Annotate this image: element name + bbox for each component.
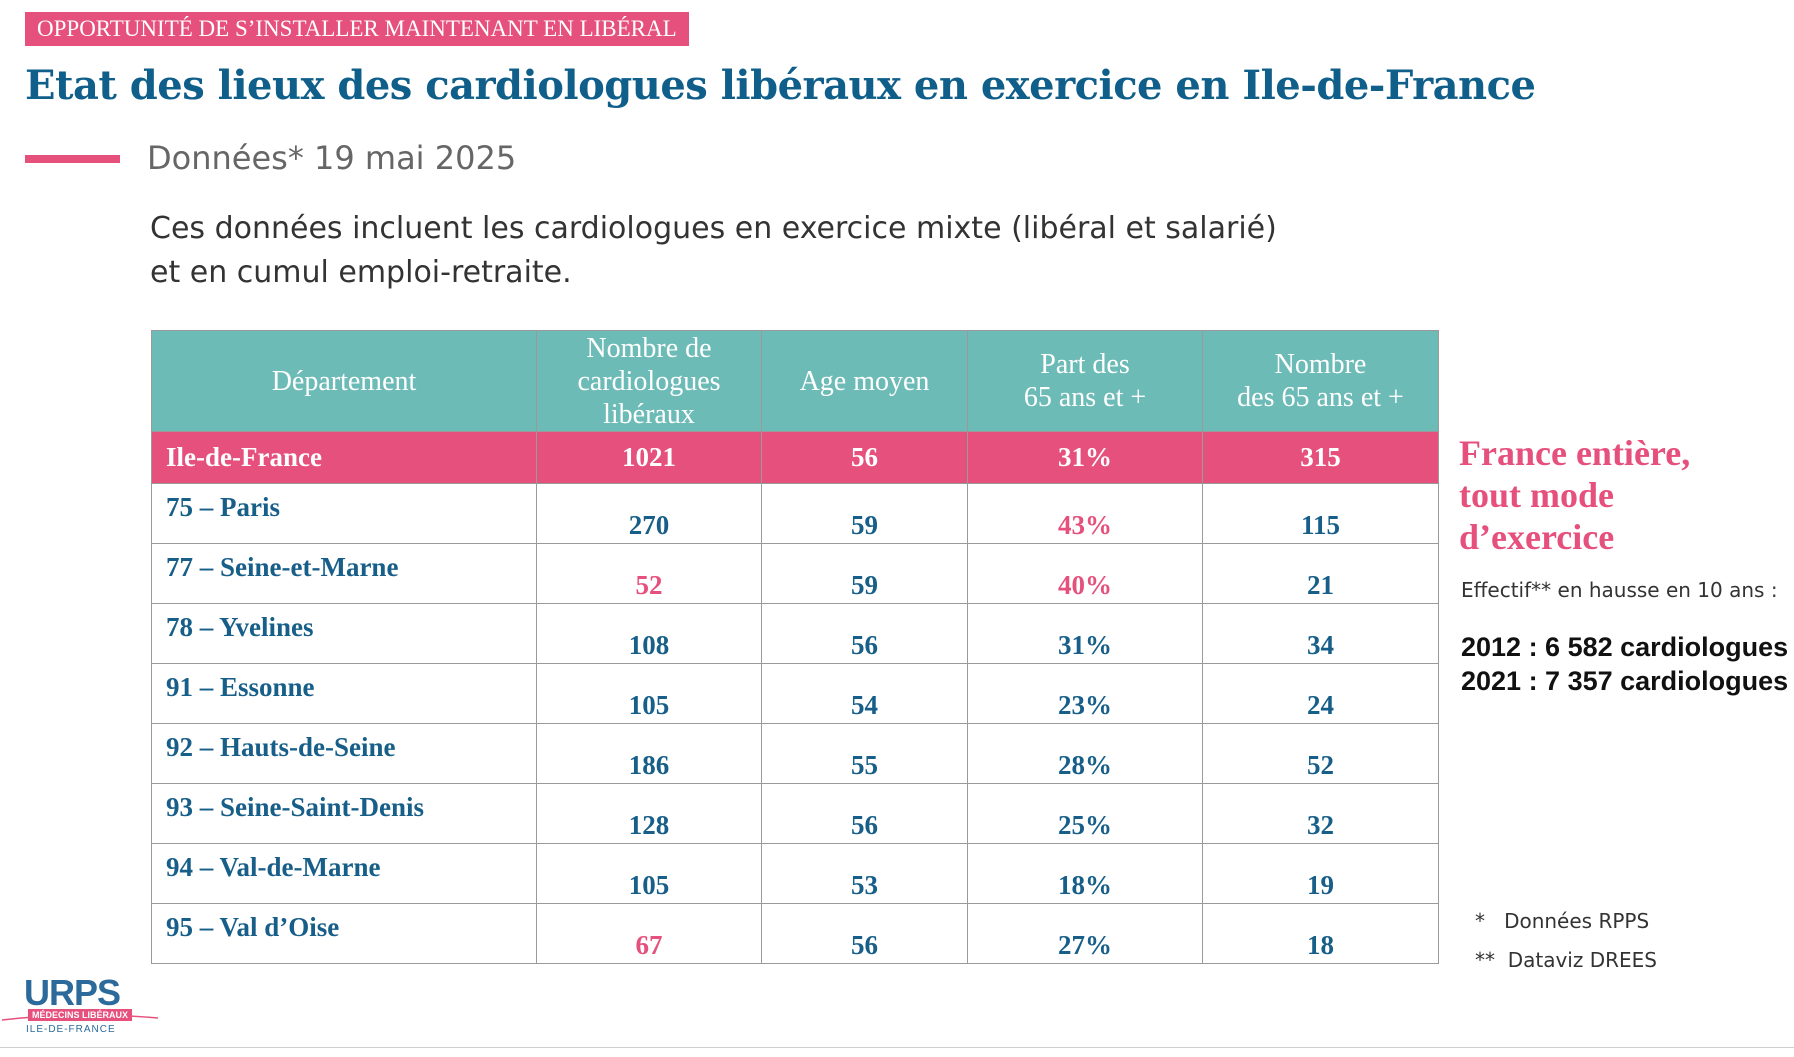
cell-share: 18% — [967, 843, 1203, 904]
header-line: Age moyen — [799, 365, 930, 397]
header-line: libéraux — [603, 398, 695, 430]
cell-department: 93 – Seine-Saint-Denis — [151, 783, 537, 844]
france-heading: France entière, tout mode d’exercice — [1459, 432, 1690, 558]
table-row: 95 – Val d’Oise 67 56 27% 18 — [151, 903, 1439, 964]
cell-age: 56 — [761, 431, 968, 484]
cell-age: 59 — [761, 483, 968, 544]
column-header-share: Part des 65 ans et + — [967, 330, 1203, 432]
cell-share: 27% — [967, 903, 1203, 964]
table-row: 93 – Seine-Saint-Denis 128 56 25% 32 — [151, 783, 1439, 844]
table-row: 77 – Seine-et-Marne 52 59 40% 21 — [151, 543, 1439, 604]
cell-senior-count: 19 — [1202, 843, 1439, 904]
footer-divider — [0, 1047, 1794, 1048]
cell-senior-count: 24 — [1202, 663, 1439, 724]
footnote-rpps: * Données RPPS — [1475, 909, 1650, 933]
cell-count: 108 — [536, 603, 762, 664]
logo-subtitle: MÉDECINS LIBÉRAUX — [28, 1009, 133, 1021]
cell-share: 23% — [967, 663, 1203, 724]
cell-senior-count: 34 — [1202, 603, 1439, 664]
table-row: 92 – Hauts-de-Seine 186 55 28% 52 — [151, 723, 1439, 784]
cell-age: 59 — [761, 543, 968, 604]
cell-age: 53 — [761, 843, 968, 904]
table-row: 78 – Yvelines 108 56 31% 34 — [151, 603, 1439, 664]
cell-age: 56 — [761, 603, 968, 664]
cell-senior-count: 52 — [1202, 723, 1439, 784]
count-2012: 2012 : 6 582 cardiologues — [1461, 632, 1789, 662]
national-counts: 2012 : 6 582 cardiologues 2021 : 7 357 c… — [1461, 630, 1788, 698]
cell-department: 78 – Yvelines — [151, 603, 537, 664]
cell-share: 31% — [967, 431, 1203, 484]
footnotes: * Données RPPS ** Dataviz DREES — [1475, 902, 1657, 980]
column-header-count: Nombre de cardiologues libéraux — [536, 330, 762, 432]
intro-line-1: Ces données incluent les cardiologues en… — [150, 211, 1277, 246]
cell-count: 128 — [536, 783, 762, 844]
cell-department: Ile-de-France — [151, 431, 537, 484]
logo-wordmark: URPS — [24, 972, 121, 1013]
header-line: Nombre — [1274, 349, 1367, 380]
cell-count: 105 — [536, 663, 762, 724]
table-header-row: Département Nombre de cardiologues libér… — [151, 330, 1439, 432]
column-header-department: Département — [151, 330, 537, 432]
cell-department: 95 – Val d’Oise — [151, 903, 537, 964]
cell-share: 28% — [967, 723, 1203, 784]
header-line: Nombre de — [586, 332, 712, 364]
page-subtitle: Données* 19 mai 2025 — [147, 139, 517, 177]
urps-logo: URPS MÉDECINS LIBÉRAUX ILE-DE-FRANCE — [0, 975, 160, 1037]
cell-department: 92 – Hauts-de-Seine — [151, 723, 537, 784]
section-badge: OPPORTUNITÉ DE S’INSTALLER MAINTENANT EN… — [25, 12, 689, 46]
cell-department: 91 – Essonne — [151, 663, 537, 724]
cell-age: 54 — [761, 663, 968, 724]
intro-text: Ces données incluent les cardiologues en… — [150, 207, 1277, 295]
header-line: cardiologues — [577, 365, 721, 397]
cell-senior-count: 32 — [1202, 783, 1439, 844]
cell-senior-count: 315 — [1202, 431, 1439, 484]
header-line: des 65 ans et + — [1237, 382, 1404, 413]
count-2021: 2021 : 7 357 cardiologues — [1461, 666, 1789, 696]
france-heading-line: France entière, — [1459, 433, 1691, 473]
cell-senior-count: 115 — [1202, 483, 1439, 544]
cell-share: 31% — [967, 603, 1203, 664]
cell-share: 40% — [967, 543, 1203, 604]
accent-rule — [25, 155, 120, 163]
cell-count: 105 — [536, 843, 762, 904]
france-heading-line: d’exercice — [1459, 517, 1615, 557]
cell-count: 67 — [536, 903, 762, 964]
cell-department: 77 – Seine-et-Marne — [151, 543, 537, 604]
cell-share: 43% — [967, 483, 1203, 544]
table-row: 94 – Val-de-Marne 105 53 18% 19 — [151, 843, 1439, 904]
cell-count: 1021 — [536, 431, 762, 484]
cell-senior-count: 18 — [1202, 903, 1439, 964]
cell-department: 94 – Val-de-Marne — [151, 843, 537, 904]
footnote-drees: ** Dataviz DREES — [1475, 948, 1657, 972]
logo-region: ILE-DE-FRANCE — [26, 1024, 116, 1035]
cell-share: 25% — [967, 783, 1203, 844]
page-title: Etat des lieux des cardiologues libéraux… — [25, 62, 1536, 109]
cell-age: 56 — [761, 783, 968, 844]
table-row: 75 – Paris 270 59 43% 115 — [151, 483, 1439, 544]
column-header-age: Age moyen — [761, 330, 968, 432]
table-row-total: Ile-de-France 1021 56 31% 315 — [151, 431, 1439, 484]
cell-age: 56 — [761, 903, 968, 964]
cell-count: 186 — [536, 723, 762, 784]
effectif-label: Effectif** en hausse en 10 ans : — [1461, 578, 1778, 602]
france-heading-line: tout mode — [1459, 475, 1614, 515]
cell-count: 270 — [536, 483, 762, 544]
header-line: Part des — [1040, 349, 1130, 380]
column-header-senior-count: Nombre des 65 ans et + — [1202, 330, 1439, 432]
intro-line-2: et en cumul emploi-retraite. — [150, 255, 572, 290]
cardiologists-table: Département Nombre de cardiologues libér… — [151, 330, 1439, 964]
cell-age: 55 — [761, 723, 968, 784]
table-row: 91 – Essonne 105 54 23% 24 — [151, 663, 1439, 724]
header-line: Département — [271, 365, 417, 397]
cell-senior-count: 21 — [1202, 543, 1439, 604]
header-line: 65 ans et + — [1023, 382, 1147, 413]
cell-count: 52 — [536, 543, 762, 604]
cell-department: 75 – Paris — [151, 483, 537, 544]
